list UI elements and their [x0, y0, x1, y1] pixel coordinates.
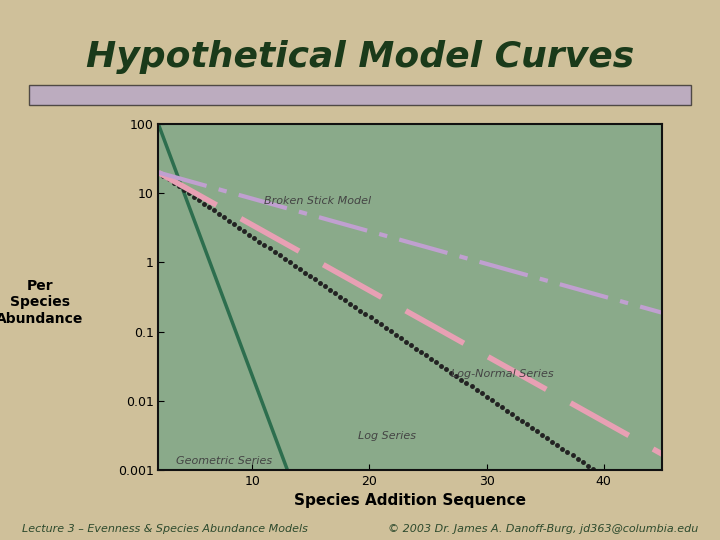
- Text: Log-Normal Series: Log-Normal Series: [451, 369, 554, 379]
- Text: Geometric Series: Geometric Series: [176, 456, 272, 467]
- Text: Per
Species
Abundance: Per Species Abundance: [0, 279, 84, 326]
- X-axis label: Species Addition Sequence: Species Addition Sequence: [294, 493, 526, 508]
- Text: Log Series: Log Series: [358, 431, 415, 441]
- Text: © 2003 Dr. James A. Danoff-Burg, jd363@columbia.edu: © 2003 Dr. James A. Danoff-Burg, jd363@c…: [388, 523, 698, 534]
- Text: Broken Stick Model: Broken Stick Model: [264, 196, 371, 206]
- Text: Lecture 3 – Evenness & Species Abundance Models: Lecture 3 – Evenness & Species Abundance…: [22, 523, 307, 534]
- Text: Hypothetical Model Curves: Hypothetical Model Curves: [86, 40, 634, 73]
